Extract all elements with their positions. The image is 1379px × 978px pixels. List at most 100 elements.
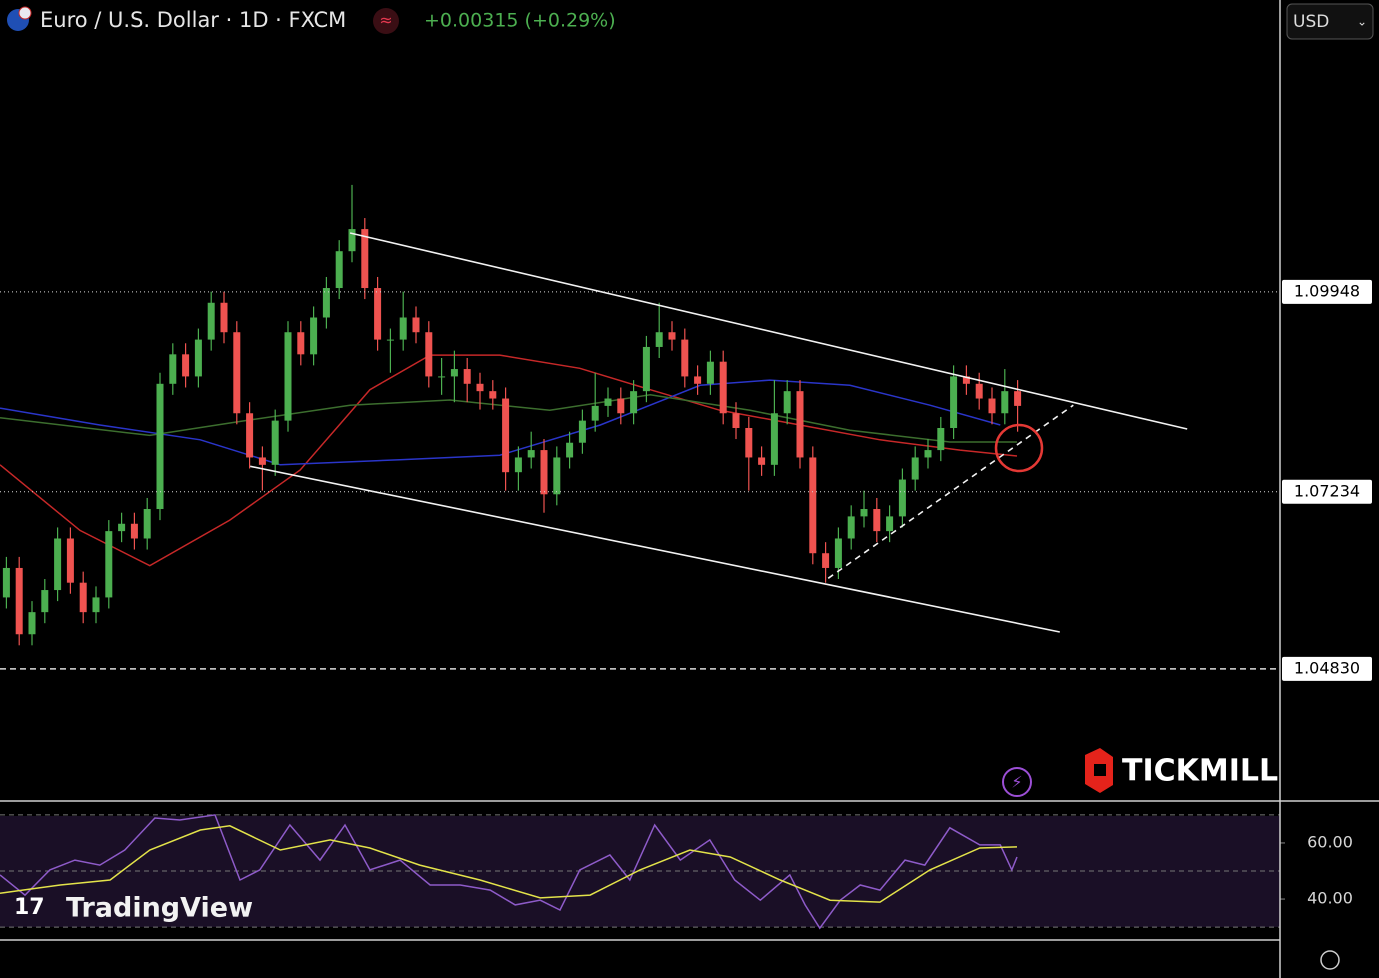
candle-body — [732, 413, 740, 428]
rsi-line — [0, 825, 1018, 903]
candle-body — [694, 376, 702, 384]
trendline — [349, 232, 1188, 430]
candle-body — [745, 427, 753, 458]
candle-body — [783, 391, 791, 414]
candle-body — [642, 346, 650, 392]
candle-body — [463, 369, 471, 384]
price-line-label: 1.04830 — [1294, 658, 1360, 677]
candle-body — [118, 523, 126, 532]
candle-body — [322, 288, 330, 318]
candle-body — [361, 229, 369, 289]
candle-body — [553, 457, 561, 495]
candle-body — [1014, 391, 1022, 406]
candle-body — [834, 538, 842, 568]
symbol-title: Euro / U.S. Dollar · 1D · FXCM — [40, 8, 346, 32]
candle-body — [220, 302, 228, 333]
candle-body — [604, 398, 612, 406]
lightning-icon: ⚡ — [1011, 773, 1022, 792]
candle-body — [66, 538, 74, 583]
candle-body — [156, 383, 164, 510]
header: Euro / U.S. Dollar · 1D · FXCM ≈ +0.0031… — [0, 0, 640, 42]
candle-body — [911, 457, 919, 480]
candle-body — [476, 383, 484, 392]
candle-body — [246, 413, 254, 458]
candle-body — [860, 509, 868, 517]
candle-body — [284, 332, 292, 421]
candle-body — [719, 361, 727, 414]
symbol-icon-flag — [18, 6, 32, 20]
candle-body — [386, 339, 394, 341]
candle-body — [886, 516, 894, 532]
candle-body — [15, 567, 23, 635]
lightning-button[interactable] — [1002, 767, 1032, 797]
candle-body — [194, 339, 202, 377]
candle-body — [92, 597, 100, 613]
candle-body — [258, 457, 266, 465]
candle-body — [130, 523, 138, 539]
select-caret: ⌄ — [1357, 15, 1367, 29]
candle-body — [348, 229, 356, 252]
highlight-circle — [994, 423, 1044, 473]
candle-body — [988, 398, 996, 414]
candle-body — [962, 376, 970, 384]
moving-average — [0, 379, 1001, 466]
candle-body — [41, 590, 49, 613]
candle-body — [796, 391, 804, 458]
candle-body — [489, 391, 497, 399]
candle-body — [425, 332, 433, 377]
candle-body — [297, 332, 305, 355]
candle-body — [681, 339, 689, 377]
candle-body — [233, 332, 241, 414]
candle-body — [399, 317, 407, 340]
candle-body — [502, 398, 510, 473]
candle-body — [207, 302, 215, 340]
candle-body — [617, 398, 625, 414]
candle-body — [540, 450, 548, 495]
tv-logo: 17 — [14, 895, 45, 920]
indicator-icon[interactable] — [373, 8, 399, 34]
trendline — [250, 465, 1060, 633]
candle-body — [706, 361, 714, 384]
candle-body — [847, 516, 855, 539]
price-line-tag — [1282, 279, 1372, 304]
moving-average — [0, 394, 1017, 443]
candle-body — [79, 582, 87, 613]
plot — [0, 184, 1280, 930]
candle-body — [412, 317, 420, 333]
candle-body — [335, 251, 343, 289]
candle-body — [54, 538, 62, 591]
candle-body — [591, 405, 599, 421]
candle-body — [514, 457, 522, 473]
tickmill-watermark: TICKMILL — [1122, 754, 1278, 789]
currency-select[interactable] — [1286, 3, 1374, 40]
candle-body — [527, 450, 535, 458]
candle-body — [975, 383, 983, 399]
candle-body — [438, 376, 446, 378]
y-tick-label: 60.00 — [1307, 832, 1353, 851]
settings-button[interactable] — [1320, 950, 1340, 970]
candle-body — [105, 531, 113, 598]
candle-body — [937, 427, 945, 451]
price-change: +0.00315 (+0.29%) — [424, 10, 616, 32]
indicator-icon-glyph: ≈ — [379, 11, 392, 30]
candle-body — [655, 332, 663, 347]
candle-body — [809, 457, 817, 554]
candle-body — [566, 442, 574, 458]
candle-body — [271, 420, 279, 465]
price-line-label: 1.09948 — [1294, 281, 1360, 300]
tradingview-watermark: TradingView — [66, 893, 253, 924]
candle-body — [770, 413, 778, 465]
grid — [1280, 842, 1285, 900]
rsi-line — [0, 814, 1018, 930]
tickmill-logo-hole — [1094, 764, 1106, 776]
candle-body — [822, 553, 830, 568]
candle-body — [28, 612, 36, 635]
candle-body — [950, 376, 958, 428]
candle-body — [1001, 391, 1009, 414]
candle-body — [450, 369, 458, 377]
candle-body — [578, 420, 586, 443]
candle-body — [873, 509, 881, 532]
currency-label: USD — [1293, 12, 1329, 32]
candle-body — [169, 354, 177, 384]
